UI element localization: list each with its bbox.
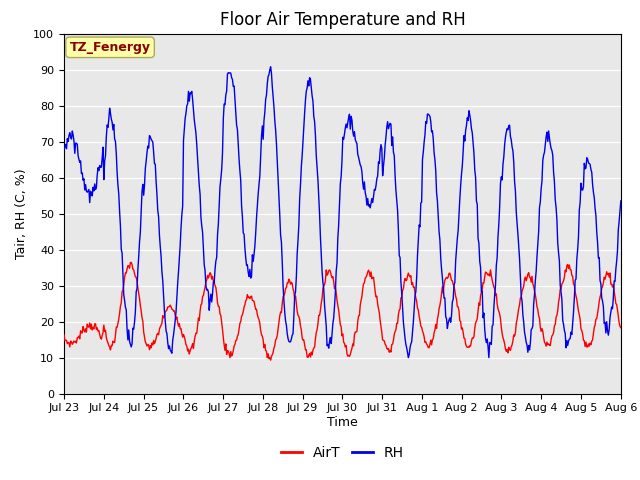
Text: TZ_Fenergy: TZ_Fenergy: [70, 41, 150, 54]
X-axis label: Time: Time: [327, 416, 358, 429]
Title: Floor Air Temperature and RH: Floor Air Temperature and RH: [220, 11, 465, 29]
Legend: AirT, RH: AirT, RH: [276, 441, 409, 466]
Y-axis label: Tair, RH (C, %): Tair, RH (C, %): [15, 168, 28, 259]
